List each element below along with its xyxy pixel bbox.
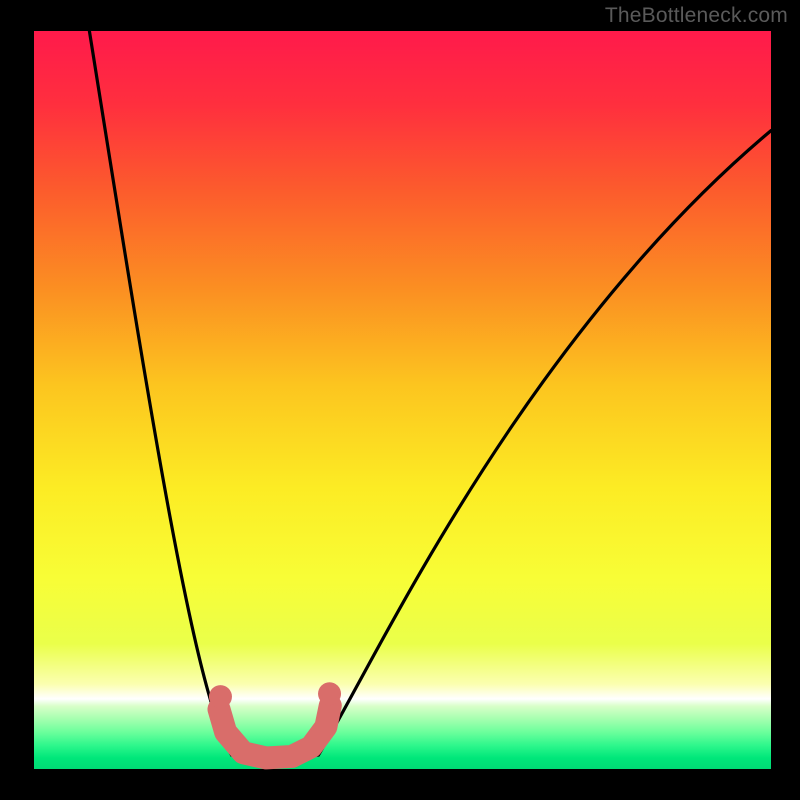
bottleneck-curve — [81, 0, 771, 758]
accent-knob — [318, 682, 341, 705]
plot-area — [34, 31, 771, 769]
accent-knob — [209, 685, 232, 708]
accent-lump — [219, 706, 330, 758]
watermark-text: TheBottleneck.com — [605, 4, 788, 28]
curve-layer — [34, 31, 771, 769]
